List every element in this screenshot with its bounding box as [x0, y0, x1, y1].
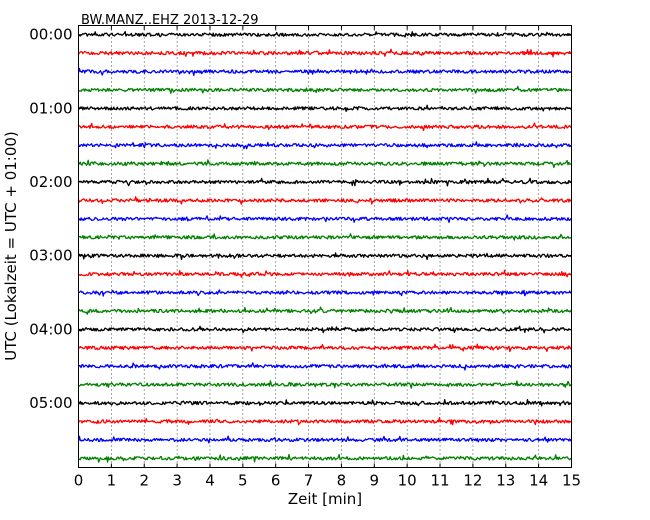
x-tick-label: 4	[205, 472, 215, 490]
x-tick-label: 8	[337, 472, 347, 490]
y-tick-label: 02:00	[29, 173, 72, 191]
x-tick-label: 9	[370, 472, 380, 490]
trace-line	[78, 289, 572, 297]
x-tick-label: 14	[529, 472, 548, 490]
chart-title: BW.MANZ..EHZ 2013-12-29	[81, 13, 259, 28]
x-tick-label: 1	[107, 472, 117, 490]
trace-line	[78, 398, 572, 407]
trace-line	[78, 269, 572, 278]
y-axis-label: UTC (Lokalzeit = UTC + 01:00)	[2, 131, 20, 361]
trace-line	[77, 435, 573, 444]
trace-line	[77, 214, 573, 223]
x-tick-label: 3	[172, 472, 182, 490]
trace-line	[77, 67, 572, 76]
trace-line	[77, 196, 572, 205]
y-tick-label: 03:00	[29, 247, 72, 265]
trace-line	[78, 122, 572, 132]
x-axis-label: Zeit [min]	[288, 490, 362, 508]
x-tick-label: 6	[271, 472, 281, 490]
trace-line	[78, 233, 572, 241]
x-tick-label: 7	[304, 472, 314, 490]
trace-group	[77, 30, 573, 463]
y-tick-label: 01:00	[29, 99, 72, 117]
trace-line	[78, 343, 573, 353]
x-axis-ticks: 0 1 2 3 4 5 6 7 8 9 10 11 12 13 14 15	[74, 25, 581, 490]
y-tick-label: 05:00	[29, 394, 72, 412]
trace-line	[77, 417, 572, 426]
y-tick-label: 04:00	[29, 320, 72, 338]
trace-line	[78, 252, 572, 261]
trace-line	[78, 30, 572, 38]
trace-line	[77, 104, 572, 112]
trace-line	[77, 362, 573, 371]
plot-frame	[78, 25, 572, 468]
trace-line	[78, 85, 573, 94]
x-tick-label: 13	[496, 472, 515, 490]
x-tick-label: 11	[430, 472, 449, 490]
vertical-grid	[111, 25, 539, 468]
x-tick-label: 10	[398, 472, 417, 490]
x-tick-label: 2	[139, 472, 149, 490]
trace-line	[77, 48, 573, 58]
x-tick-label: 15	[562, 472, 581, 490]
trace-line	[77, 159, 572, 169]
y-axis-ticks: 00:00 01:00 02:00 03:00 04:00 05:00	[29, 26, 572, 412]
trace-line	[78, 453, 572, 463]
trace-line	[78, 380, 572, 389]
x-tick-label: 12	[463, 472, 482, 490]
trace-line	[77, 141, 573, 150]
trace-line	[78, 177, 573, 187]
x-tick-label: 5	[238, 472, 248, 490]
trace-line	[77, 306, 573, 315]
y-tick-label: 00:00	[29, 26, 72, 44]
trace-line	[78, 325, 572, 334]
x-tick-label: 0	[74, 472, 84, 490]
